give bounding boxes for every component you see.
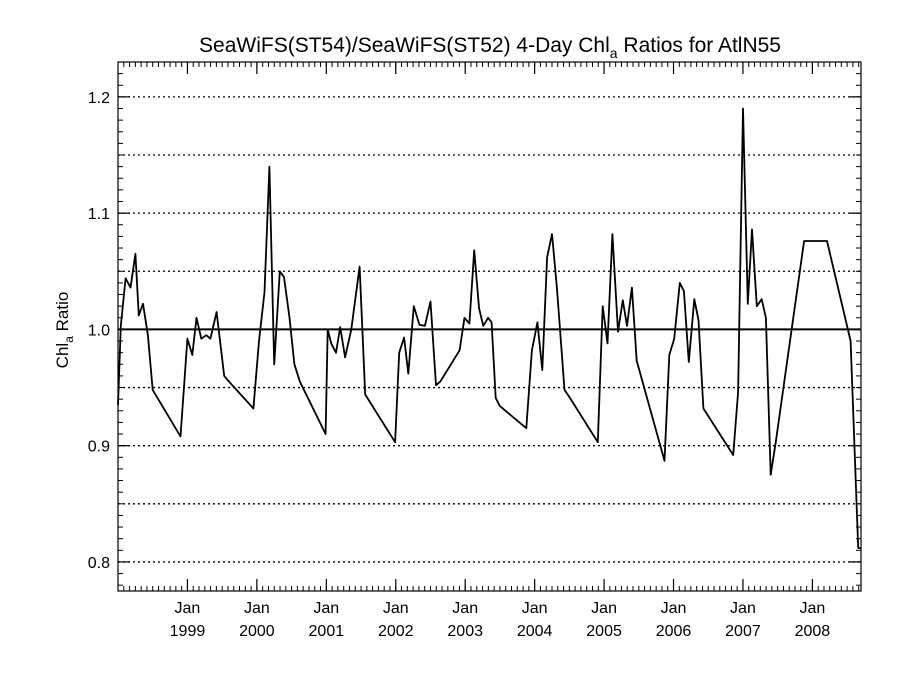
x-tick-label-year: 1999	[170, 623, 206, 640]
y-tick-label: 1.2	[88, 90, 110, 107]
title-text: SeaWiFS(ST54)/SeaWiFS(ST52) 4-Day Chl	[199, 34, 610, 57]
x-tick-label-month: Jan	[244, 600, 270, 617]
series	[117, 107, 861, 549]
y-axis-label-subscript: a	[62, 336, 76, 343]
x-tick-label-year: 2001	[309, 623, 345, 640]
x-tick-label-year: 2002	[378, 623, 414, 640]
x-axis: Jan 1999 Jan 2000 Jan 2001 Jan 2002 Jan 2003 Jan 20…	[170, 62, 831, 640]
title-text-end: Ratios for AtlN55	[618, 34, 781, 57]
y-tick-label: 0.9	[88, 439, 110, 456]
title-subscript: a	[610, 45, 618, 61]
x-tick-label-month: Jan	[452, 600, 478, 617]
x-tick-label-month: Jan	[799, 600, 825, 617]
x-tick-label-year: 2006	[656, 623, 692, 640]
x-tick-label-year: 2004	[517, 623, 553, 640]
y-axis: 0.8 0.9 1.0 1.1 1.2	[88, 90, 861, 572]
x-tick-label-month: Jan	[730, 600, 756, 617]
x-tick-label-month: Jan	[383, 600, 409, 617]
plot-frame	[117, 61, 862, 592]
x-tick-label-month: Jan	[522, 600, 548, 617]
x-tick-label-month: Jan	[313, 600, 339, 617]
x-tick-label-year: 2005	[586, 623, 622, 640]
x-tick-label-year: 2007	[725, 623, 761, 640]
grid-lines	[118, 96, 861, 563]
x-tick-label-month: Jan	[661, 600, 687, 617]
y-axis-label: Chla Ratio	[53, 292, 76, 369]
x-tick-label-year: 2000	[239, 623, 275, 640]
chart-title: SeaWiFS(ST54)/SeaWiFS(ST52) 4-Day Chla R…	[199, 34, 781, 61]
y-tick-label: 1.1	[88, 206, 110, 223]
axes	[117, 61, 862, 592]
x-tick-label-year: 2003	[447, 623, 483, 640]
y-axis-label-text-end: Ratio	[53, 292, 72, 336]
y-axis-label-text: Chl	[53, 343, 72, 369]
y-tick-label: 0.8	[88, 555, 110, 572]
y-tick-label: 1.0	[88, 322, 110, 339]
x-tick-label-month: Jan	[175, 600, 201, 617]
x-tick-label-month: Jan	[591, 600, 617, 617]
series-line	[117, 107, 861, 549]
x-tick-label-year: 2008	[795, 623, 831, 640]
